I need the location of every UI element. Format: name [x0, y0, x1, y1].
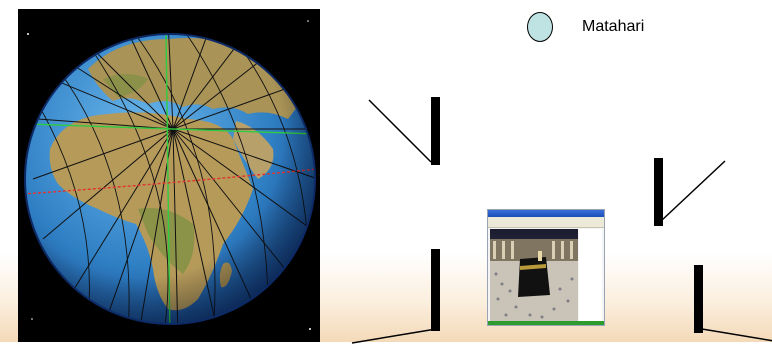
window-sidepane — [579, 229, 602, 322]
window-statusbar — [488, 321, 604, 325]
shadow-top-right — [660, 160, 726, 222]
kaaba-photo — [490, 229, 578, 322]
sun-label: Matahari — [582, 18, 645, 35]
shadow-top-left — [368, 99, 432, 163]
shadow-bottom-right — [701, 328, 772, 342]
kaaba-photo-window — [487, 209, 605, 326]
globe-panel — [18, 9, 320, 342]
sun-marker — [527, 12, 553, 42]
globe-image — [24, 20, 316, 330]
shadow-bottom-left — [351, 328, 437, 344]
window-toolbar — [488, 217, 604, 228]
stick-bottom-left — [431, 249, 440, 331]
stick-top-right — [654, 158, 663, 226]
window-titlebar — [488, 210, 604, 217]
stick-top-left — [431, 97, 440, 165]
stick-bottom-right — [694, 265, 703, 333]
